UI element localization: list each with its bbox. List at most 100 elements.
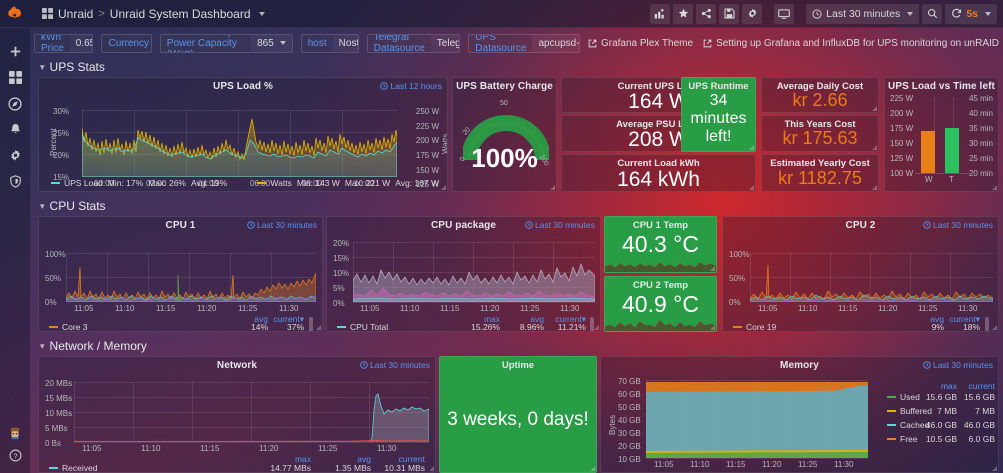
variable-kwh-price-value[interactable]: 0.65 xyxy=(70,35,93,52)
panel-resize-handle[interactable] xyxy=(710,325,715,330)
zoom-out-time-button[interactable] xyxy=(922,3,943,24)
panel-resize-handle[interactable] xyxy=(992,185,997,190)
net-legend-col-max[interactable]: max xyxy=(294,454,311,464)
breadcrumb-current-dashboard[interactable]: Unraid System Dashboard xyxy=(109,6,251,21)
mem-legend-item[interactable]: Buffered xyxy=(887,406,932,416)
panel-network-timerange[interactable]: Last 30 minutes xyxy=(360,360,430,370)
panel-network[interactable]: Network Last 30 minutes 20 MBs 15 MBs 10… xyxy=(38,356,436,473)
variable-currency[interactable]: Currency kr xyxy=(101,33,152,53)
panel-memory-timerange[interactable]: Last 30 minutes xyxy=(923,360,993,370)
variable-ups-datasource-value[interactable]: apcupsd-container xyxy=(532,35,579,52)
panel-resize-handle[interactable] xyxy=(316,325,321,330)
chevron-down-icon[interactable] xyxy=(985,11,991,16)
panel-resize-handle[interactable] xyxy=(550,185,555,190)
panel-memory[interactable]: Memory Last 30 minutes Bytes 70 GB 60 GB… xyxy=(600,356,999,473)
mem-legend-item[interactable]: Used xyxy=(887,392,920,402)
panel-resize-handle[interactable] xyxy=(749,145,754,150)
link-grafana-plex-theme[interactable]: Grafana Plex Theme xyxy=(588,38,693,49)
panel-resize-handle[interactable] xyxy=(429,466,434,471)
sidebar-server-admin-button[interactable] xyxy=(0,170,30,196)
panel-resize-handle[interactable] xyxy=(710,266,715,271)
cpu2-legend-item[interactable]: Core 19 xyxy=(733,322,776,331)
panel-resize-handle[interactable] xyxy=(992,325,997,330)
variable-host-value[interactable]: Nostromo xyxy=(333,35,358,52)
panel-resize-handle[interactable] xyxy=(992,466,997,471)
panel-cpu-package-timerange[interactable]: Last 30 minutes xyxy=(525,220,595,230)
mem-legend-item[interactable]: Free xyxy=(887,434,917,444)
ups-load-legend-item[interactable]: UPS Load Min: 17% Max: 26% Avg: 19% xyxy=(51,178,227,188)
breadcrumb-root-link[interactable]: Unraid xyxy=(58,6,94,21)
panel-resize-handle[interactable] xyxy=(590,466,595,471)
panel-ups-battery-charge[interactable]: UPS Battery Charge 0 20 50 100 100% xyxy=(452,77,557,192)
cpupkg-legend-col-current[interactable]: current▾ xyxy=(555,314,586,324)
row-cpu-stats[interactable]: ▾ CPU Stats xyxy=(40,199,106,213)
net-legend-col-current[interactable]: current xyxy=(398,454,425,464)
time-range-picker[interactable]: Last 30 minutes xyxy=(806,3,920,24)
panel-resize-handle[interactable] xyxy=(872,145,877,150)
panel-ups-load-percent[interactable]: UPS Load % Last 12 hours Percent Watts 3… xyxy=(38,77,448,192)
panel-current-load-kwh[interactable]: Current Load kWh 164 kWh xyxy=(561,154,756,192)
mem-legend-col-current[interactable]: current xyxy=(968,381,995,391)
variable-ups-max-output-value[interactable]: 865 xyxy=(251,35,292,52)
sidebar-help-button[interactable]: ? xyxy=(0,447,30,473)
panel-cpu-package[interactable]: CPU package Last 30 minutes 20% 15% 10% … xyxy=(326,216,601,332)
save-dashboard-button[interactable] xyxy=(719,3,740,24)
sidebar-create-button[interactable] xyxy=(0,40,30,66)
variable-host[interactable]: host Nostromo xyxy=(300,33,359,53)
chevron-down-icon[interactable] xyxy=(258,11,265,16)
legend-scrollbar[interactable] xyxy=(590,317,594,331)
cpu1-legend-col-avg[interactable]: avg xyxy=(254,314,268,324)
panel-resize-handle[interactable] xyxy=(872,106,877,111)
sidebar-configuration-button[interactable] xyxy=(0,144,30,170)
cpupkg-legend-col-max[interactable]: max xyxy=(483,314,500,324)
panel-cpu1[interactable]: CPU 1 Last 30 minutes 100% 50% 0% 11:05 … xyxy=(38,216,323,332)
panel-cpu2-timerange[interactable]: Last 30 minutes xyxy=(923,220,993,230)
cpu1-legend-col-current[interactable]: current▾ xyxy=(273,314,304,324)
mark-favorite-button[interactable] xyxy=(673,3,694,24)
cpu1-legend-item[interactable]: Core 3 xyxy=(49,322,88,331)
dashboard-settings-button[interactable] xyxy=(742,3,763,24)
grafana-logo-icon[interactable] xyxy=(0,0,30,28)
variable-telegraf-datasource-value[interactable]: Telegraf xyxy=(431,35,460,52)
sidebar-alerting-button[interactable] xyxy=(0,118,30,144)
row-network-memory[interactable]: ▾ Network / Memory xyxy=(40,339,147,353)
cpu2-legend-col-avg[interactable]: avg xyxy=(930,314,944,324)
net-legend-col-avg[interactable]: avg xyxy=(357,454,371,464)
panel-cpu2[interactable]: CPU 2 Last 30 minutes 100% 50% 0% 11:05 … xyxy=(722,216,999,332)
variable-ups-datasource[interactable]: UPS Datasource apcupsd-container xyxy=(468,33,580,53)
panel-ups-runtime[interactable]: UPS Runtime 34 minutes left! xyxy=(681,77,756,152)
sidebar-dashboards-button[interactable] xyxy=(0,66,30,92)
sidebar-explore-button[interactable] xyxy=(0,92,30,118)
panel-cpu1-temp[interactable]: CPU 1 Temp 40.3 °C xyxy=(604,216,717,273)
panel-ups-load-percent-timerange[interactable]: Last 12 hours xyxy=(380,81,442,91)
refresh-picker[interactable]: 5s xyxy=(945,3,997,24)
panel-resize-handle[interactable] xyxy=(749,185,754,190)
panel-uptime[interactable]: Uptime 3 weeks, 0 days! xyxy=(439,356,597,473)
tv-kiosk-mode-button[interactable] xyxy=(774,3,795,24)
cpu2-legend-col-current[interactable]: current▾ xyxy=(949,314,980,324)
link-setup-guide[interactable]: Setting up Grafana and InfluxDB for UPS … xyxy=(703,38,999,49)
variable-ups-max-output[interactable]: UPS Max Output Power Capacity (Watt) 865 xyxy=(159,33,293,53)
variable-telegraf-datasource[interactable]: Telegraf Datasource Telegraf xyxy=(366,33,461,53)
legend-scrollbar[interactable] xyxy=(309,317,313,331)
share-dashboard-button[interactable] xyxy=(696,3,717,24)
panel-resize-handle[interactable] xyxy=(441,185,446,190)
panel-cpu2-temp[interactable]: CPU 2 Temp 40.9 °C xyxy=(604,276,717,332)
sidebar-user-avatar[interactable] xyxy=(0,421,30,447)
panel-this-years-cost[interactable]: This Years Cost kr 175.63 xyxy=(761,115,879,152)
panel-estimated-yearly-cost[interactable]: Estimated Yearly Cost kr 1182.75 xyxy=(761,154,879,192)
legend-scrollbar[interactable] xyxy=(985,317,989,331)
mem-legend-col-max[interactable]: max xyxy=(940,381,957,391)
ups-watts-legend-item[interactable]: Watts Min: 143 W Max: 221 W Avg: 167 W xyxy=(257,178,439,188)
panel-resize-handle[interactable] xyxy=(872,185,877,190)
cpupkg-legend-col-avg[interactable]: avg xyxy=(530,314,544,324)
mem-legend-item[interactable]: Cached xyxy=(887,420,929,430)
cpupkg-legend-item[interactable]: CPU Total xyxy=(337,322,388,331)
panel-ups-load-vs-time-left[interactable]: UPS Load vs Time left 225 W 200 W 175 W … xyxy=(884,77,999,192)
chevron-down-icon[interactable] xyxy=(907,11,914,16)
net-legend-item[interactable]: Received xyxy=(49,463,97,472)
refresh-circle-icon[interactable] xyxy=(951,8,962,19)
panel-average-daily-cost[interactable]: Average Daily Cost kr 2.66 xyxy=(761,77,879,113)
panel-cpu1-timerange[interactable]: Last 30 minutes xyxy=(247,220,317,230)
variable-kwh-price[interactable]: kWh Price 0.65 xyxy=(34,33,94,53)
